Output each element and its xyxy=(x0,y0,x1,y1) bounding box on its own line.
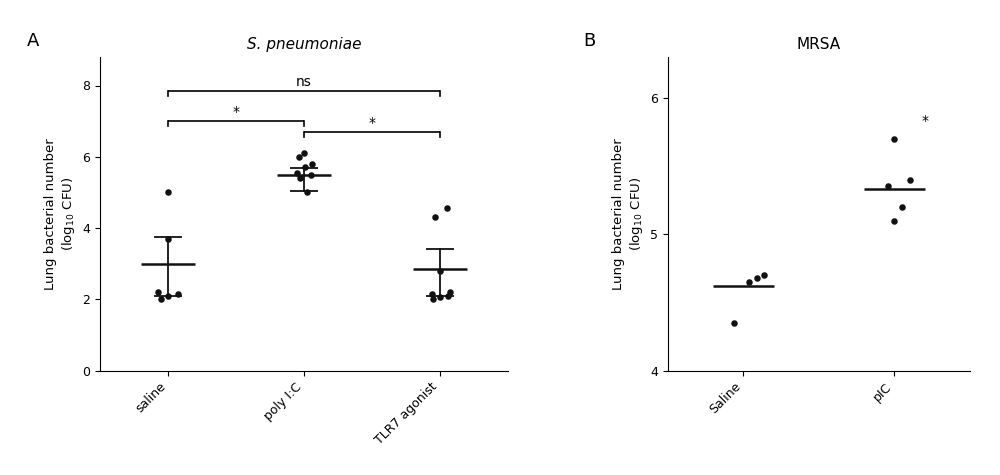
Point xyxy=(297,163,313,171)
Text: *: * xyxy=(232,105,239,119)
Point xyxy=(424,290,440,298)
Point xyxy=(160,292,176,300)
Text: B: B xyxy=(583,32,595,50)
Point xyxy=(170,290,186,298)
Point xyxy=(886,217,902,224)
Point xyxy=(160,189,176,196)
Point xyxy=(902,176,918,183)
Point xyxy=(292,174,308,182)
Point xyxy=(296,149,312,157)
Point xyxy=(153,295,169,303)
Text: ns: ns xyxy=(296,75,312,89)
Y-axis label: Lung bacterial number
(log$_{10}$ CFU): Lung bacterial number (log$_{10}$ CFU) xyxy=(612,138,645,290)
Point xyxy=(886,135,902,142)
Point xyxy=(304,160,320,168)
Point xyxy=(303,171,319,179)
Point xyxy=(150,288,166,296)
Point xyxy=(289,169,305,177)
Text: A: A xyxy=(27,32,39,50)
Point xyxy=(741,278,757,285)
Point xyxy=(160,235,176,242)
Point xyxy=(440,292,456,300)
Point xyxy=(726,319,742,327)
Point xyxy=(749,274,765,282)
Point xyxy=(432,294,448,301)
Point xyxy=(432,267,448,275)
Text: *: * xyxy=(921,114,928,128)
Point xyxy=(427,214,443,221)
Title: MRSA: MRSA xyxy=(797,37,841,52)
Point xyxy=(894,203,910,211)
Point xyxy=(425,295,441,303)
Point xyxy=(880,183,896,190)
Point xyxy=(291,153,307,161)
Point xyxy=(299,189,315,196)
Point xyxy=(756,271,772,279)
Y-axis label: Lung bacterial number
(log$_{10}$ CFU): Lung bacterial number (log$_{10}$ CFU) xyxy=(44,138,77,290)
Point xyxy=(442,288,458,296)
Title: S. pneumoniae: S. pneumoniae xyxy=(247,37,361,52)
Text: *: * xyxy=(368,116,375,130)
Point xyxy=(439,205,455,212)
